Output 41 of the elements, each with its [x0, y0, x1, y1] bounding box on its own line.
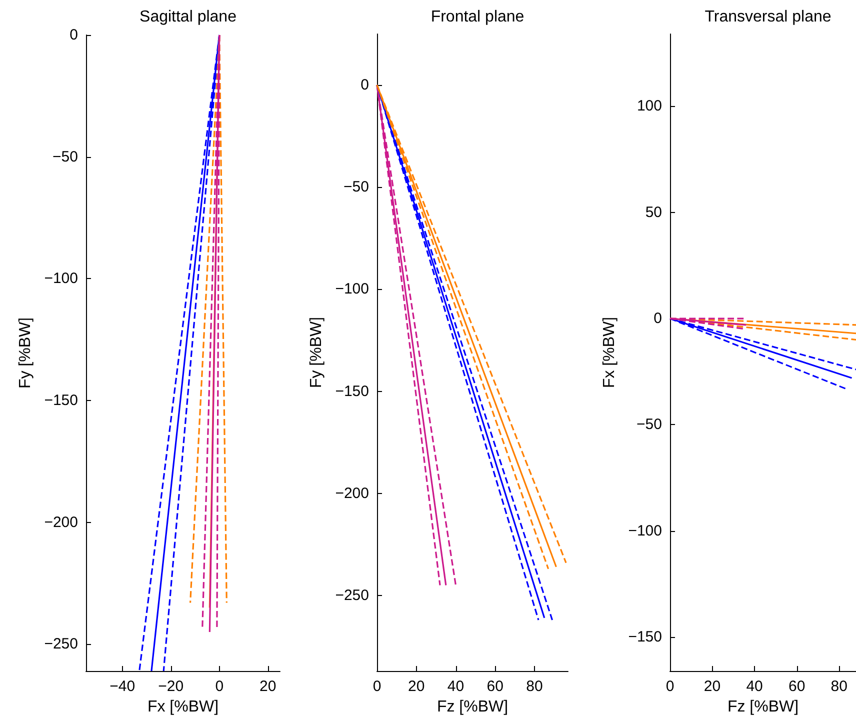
- chart-title: Sagittal plane: [140, 8, 237, 26]
- chart-title: Frontal plane: [430, 8, 524, 26]
- y-tick-label: 50: [645, 204, 662, 221]
- x-tick-label: 80: [526, 678, 543, 695]
- x-axis-title: Fz [%BW]: [436, 698, 508, 716]
- y-tick-label: −250: [335, 586, 369, 604]
- chart-title: Transversal plane: [704, 8, 832, 26]
- x-axis-title: Fz [%BW]: [727, 698, 799, 716]
- y-tick-label: −150: [335, 382, 369, 400]
- y-tick-label: 0: [70, 26, 78, 44]
- x-tick-label: 20: [704, 678, 721, 695]
- x-tick-label: −40: [110, 678, 136, 695]
- y-tick-label: −150: [44, 392, 78, 410]
- y-tick-label: −50: [52, 148, 78, 166]
- y-tick-label: −200: [44, 514, 78, 531]
- x-tick-label: 80: [830, 678, 848, 695]
- y-tick-label: −150: [628, 628, 662, 646]
- y-tick-label: −200: [335, 484, 369, 502]
- y-tick-label: −50: [636, 416, 662, 434]
- x-tick-label: 60: [788, 678, 806, 695]
- y-tick-label: −100: [44, 270, 78, 288]
- x-tick-label: 0: [666, 678, 674, 695]
- x-tick-label: 20: [408, 678, 425, 695]
- x-tick-label: 40: [447, 678, 464, 695]
- x-tick-label: 40: [746, 678, 763, 695]
- y-axis-title: Fx [%BW]: [600, 316, 618, 388]
- x-axis-title: Fx [%BW]: [147, 698, 219, 716]
- x-tick-label: −20: [158, 678, 184, 695]
- y-tick-label: −100: [628, 522, 662, 540]
- y-tick-label: 100: [636, 98, 662, 115]
- x-tick-label: 60: [486, 678, 504, 695]
- y-axis-title: Fy [%BW]: [308, 316, 325, 388]
- y-tick-label: −50: [344, 178, 369, 196]
- y-axis-title: Fy [%BW]: [16, 317, 34, 389]
- y-tick-label: 0: [654, 310, 662, 328]
- x-tick-label: 0: [372, 678, 382, 695]
- y-tick-label: −100: [335, 280, 369, 298]
- x-tick-label: 0: [215, 678, 224, 695]
- y-tick-label: −250: [44, 636, 78, 653]
- y-tick-label: 0: [360, 76, 369, 94]
- x-tick-label: 20: [260, 678, 276, 695]
